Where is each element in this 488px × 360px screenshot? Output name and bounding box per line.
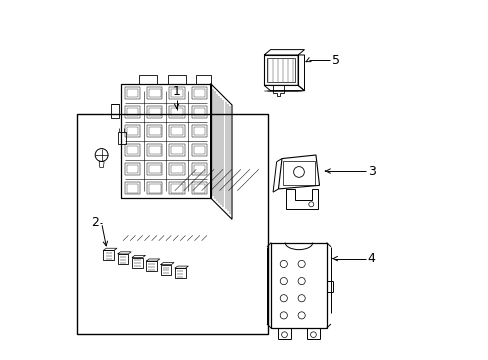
- Bar: [169, 87, 184, 99]
- Bar: [124, 125, 140, 137]
- Bar: [147, 183, 162, 194]
- Bar: [171, 89, 183, 97]
- Bar: [147, 106, 162, 118]
- Bar: [126, 108, 138, 116]
- Bar: [126, 89, 138, 97]
- Bar: [77, 114, 267, 334]
- Bar: [266, 58, 295, 82]
- Bar: [147, 87, 162, 99]
- Bar: [124, 87, 140, 99]
- Bar: [169, 144, 184, 156]
- Bar: [124, 106, 140, 118]
- Bar: [160, 265, 171, 275]
- Bar: [171, 146, 183, 154]
- Bar: [126, 165, 138, 174]
- Text: 2: 2: [91, 216, 99, 229]
- Bar: [193, 108, 205, 116]
- Bar: [191, 144, 206, 156]
- Bar: [191, 163, 206, 175]
- Bar: [149, 146, 160, 154]
- Bar: [124, 183, 140, 194]
- Bar: [196, 75, 210, 84]
- Bar: [126, 184, 138, 193]
- Bar: [193, 89, 205, 97]
- Bar: [149, 108, 160, 116]
- Bar: [264, 55, 298, 85]
- Bar: [118, 254, 128, 264]
- Bar: [193, 127, 205, 135]
- Bar: [147, 125, 162, 137]
- Bar: [171, 127, 183, 135]
- Bar: [193, 146, 205, 154]
- Bar: [191, 87, 206, 99]
- Bar: [193, 165, 205, 174]
- Bar: [171, 184, 183, 193]
- Text: 5: 5: [331, 54, 339, 67]
- Text: 4: 4: [367, 252, 375, 265]
- Bar: [149, 89, 160, 97]
- Bar: [169, 125, 184, 137]
- Bar: [169, 183, 184, 194]
- Bar: [124, 144, 140, 156]
- Bar: [191, 183, 206, 194]
- Bar: [147, 163, 162, 175]
- Bar: [110, 104, 119, 118]
- Bar: [103, 250, 114, 260]
- Bar: [171, 165, 183, 174]
- Bar: [191, 106, 206, 118]
- Bar: [126, 127, 138, 135]
- Bar: [126, 146, 138, 154]
- Bar: [193, 184, 205, 193]
- Bar: [124, 163, 140, 175]
- Bar: [149, 127, 160, 135]
- Bar: [171, 108, 183, 116]
- Bar: [175, 268, 185, 278]
- Bar: [149, 165, 160, 174]
- Bar: [139, 75, 157, 84]
- Bar: [191, 125, 206, 137]
- Bar: [167, 75, 185, 84]
- Bar: [169, 106, 184, 118]
- Bar: [149, 184, 160, 193]
- Text: 3: 3: [367, 165, 375, 177]
- Bar: [282, 161, 314, 185]
- Bar: [169, 163, 184, 175]
- Bar: [147, 144, 162, 156]
- Text: 1: 1: [172, 85, 180, 98]
- Bar: [118, 132, 125, 144]
- Bar: [132, 257, 142, 267]
- Bar: [146, 261, 157, 271]
